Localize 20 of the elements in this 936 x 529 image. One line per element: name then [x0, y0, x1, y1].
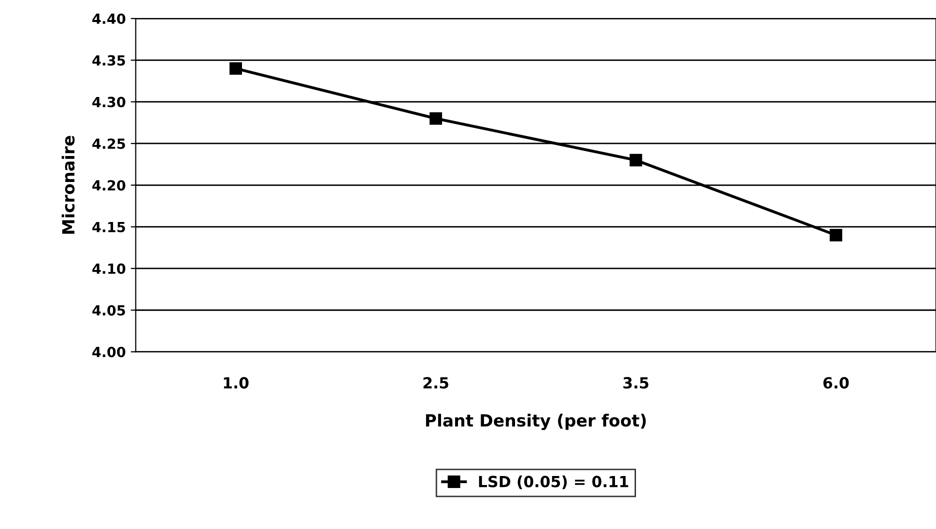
x-tick-label: 2.5: [424, 377, 448, 389]
point: [630, 154, 642, 166]
y-tick-label: 4.00: [92, 346, 126, 358]
point: [230, 62, 242, 75]
y-tick-label: 4.05: [92, 305, 126, 316]
y-tick-label: 4.30: [92, 96, 126, 108]
y-tick-label: 4.15: [92, 222, 126, 232]
y-tick-label: 4.40: [92, 13, 126, 24]
y-tick-label: 4.10: [92, 263, 126, 274]
point: [430, 112, 442, 125]
x-axis-title: Plant Density (per foot): [426, 414, 646, 430]
x-tick-label: 1.0: [224, 377, 249, 389]
x-tick-label: 3.5: [623, 377, 648, 389]
y-tick-label: 4.20: [92, 180, 126, 191]
y-tick-label: 4.25: [92, 138, 126, 149]
y-tick-label: 4.35: [92, 55, 126, 66]
legend-label: LSD (0.05) = 0.11: [479, 476, 628, 490]
y-axis-title: Micronaire: [62, 136, 75, 234]
point: [830, 228, 842, 242]
x-tick-label: 6.0: [823, 377, 849, 389]
